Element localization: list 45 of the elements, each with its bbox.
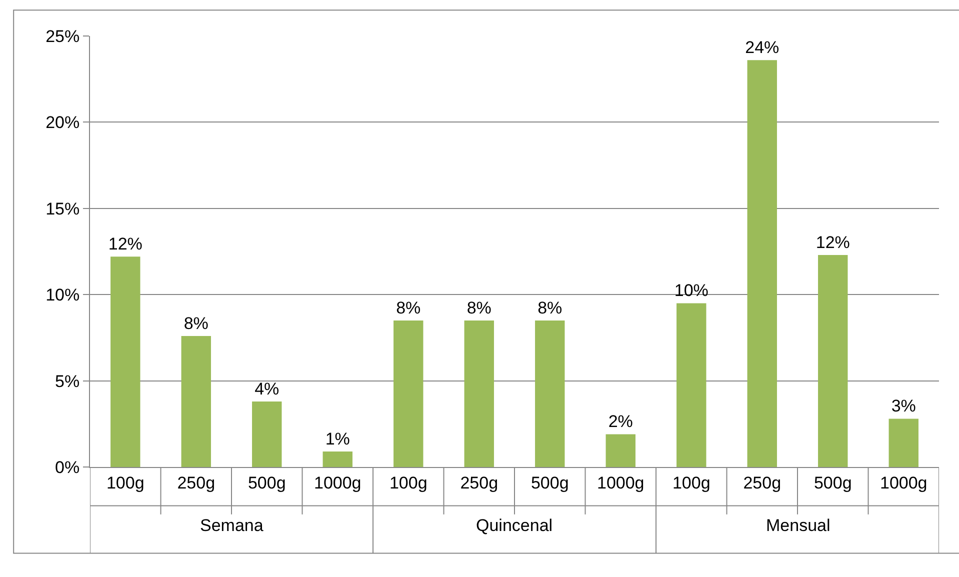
- text: Semana: [200, 516, 264, 535]
- bar: [676, 303, 706, 467]
- x-tick-label: 1000g: [880, 473, 928, 492]
- data-label: 12%: [816, 232, 850, 252]
- bar: [464, 320, 494, 467]
- bar: [818, 254, 848, 467]
- x-tick-label: 1000g: [314, 473, 362, 492]
- y-tick-label: 10%: [46, 286, 80, 305]
- x-tick-label: 100g: [389, 473, 428, 492]
- data-label: 4%: [254, 379, 280, 398]
- data-label: 8%: [184, 314, 208, 333]
- bar: [322, 451, 352, 467]
- y-tick-label: 0%: [55, 458, 80, 477]
- bar: [888, 418, 918, 467]
- data-label: 8%: [396, 298, 421, 318]
- y-tick-label: 20%: [46, 113, 80, 132]
- bar: [110, 256, 140, 467]
- text: Quincenal: [476, 516, 553, 535]
- data-label: 3%: [891, 396, 916, 416]
- data-label: 10%: [674, 281, 708, 300]
- x-tick-label: 250g: [460, 473, 498, 492]
- x-tick-label: 100g: [106, 473, 144, 492]
- bar: [181, 336, 211, 467]
- x-tick-label: 100g: [672, 473, 710, 492]
- data-label: 1%: [325, 429, 350, 448]
- bar: [535, 320, 565, 467]
- bar: [747, 60, 777, 467]
- x-tick-label: 250g: [743, 473, 782, 492]
- data-label: 8%: [538, 298, 562, 318]
- x-tick-label: 500g: [530, 473, 569, 492]
- y-tick-label: 25%: [46, 26, 80, 46]
- data-label: 12%: [108, 234, 142, 254]
- x-tick-label: 1000g: [596, 473, 644, 492]
- x-tick-label: 500g: [248, 473, 286, 492]
- y-tick-label: 5%: [55, 372, 80, 391]
- text: Mensual: [766, 516, 830, 535]
- data-label: 8%: [466, 298, 492, 318]
- bar: [252, 401, 282, 467]
- data-label: 24%: [745, 38, 780, 58]
- bar: [394, 320, 424, 467]
- y-tick-label: 15%: [46, 199, 80, 218]
- data-label: 2%: [608, 412, 633, 432]
- x-tick-label: 250g: [177, 473, 216, 492]
- bar: [606, 434, 636, 467]
- x-tick-label: 500g: [814, 473, 852, 492]
